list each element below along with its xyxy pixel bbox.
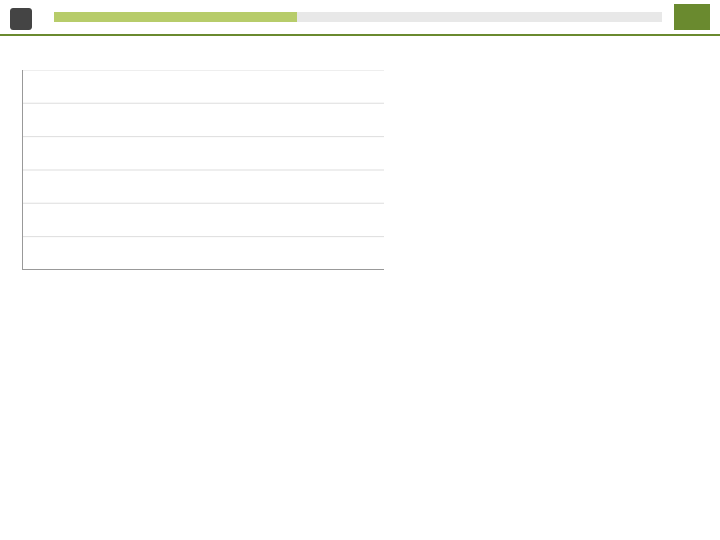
header xyxy=(0,0,720,36)
chart-panel xyxy=(14,64,384,318)
content xyxy=(0,58,720,318)
chart-bars xyxy=(23,70,384,269)
chart-plot xyxy=(22,70,384,270)
kpi-panel xyxy=(394,74,706,318)
logo-icon xyxy=(10,8,32,30)
chart-ylabel xyxy=(14,70,18,290)
chart-xaxis xyxy=(14,290,384,294)
logo xyxy=(10,8,34,26)
header-divider xyxy=(54,12,662,22)
chart-area xyxy=(14,70,384,290)
page-title xyxy=(0,36,720,58)
page-number xyxy=(674,4,710,30)
